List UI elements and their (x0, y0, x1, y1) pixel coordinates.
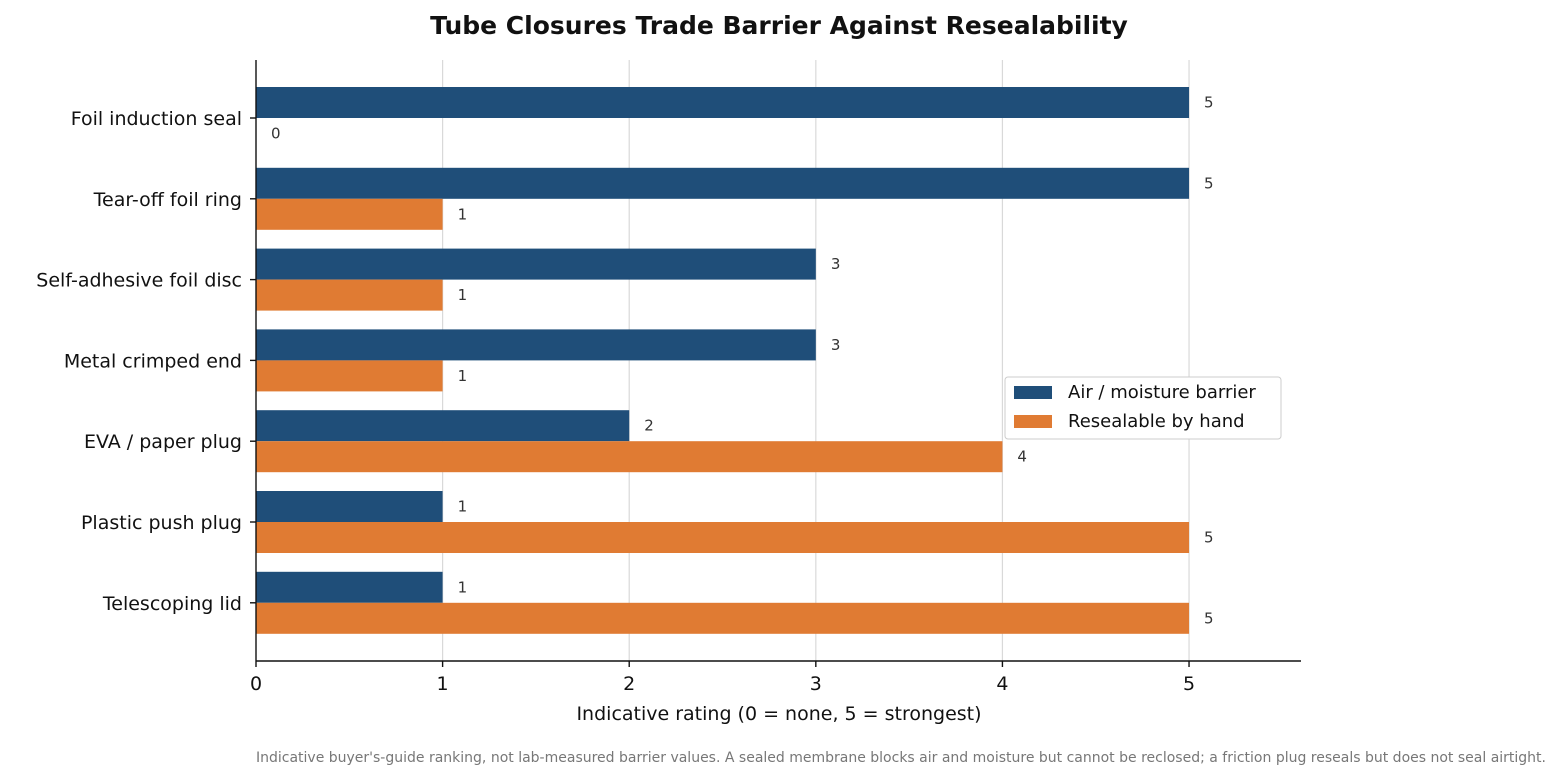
legend-swatch-barrier (1014, 386, 1052, 399)
data-label-resealable: 1 (458, 367, 468, 385)
data-label-resealable: 4 (1017, 448, 1027, 466)
x-axis-label: Indicative rating (0 = none, 5 = stronge… (576, 703, 981, 725)
bar-resealable (256, 441, 1003, 473)
data-label-resealable: 5 (1204, 529, 1214, 547)
legend: Air / moisture barrier Resealable by han… (1004, 376, 1282, 440)
data-label-barrier: 3 (831, 336, 841, 354)
data-label-resealable: 5 (1204, 609, 1214, 627)
data-label-resealable: 1 (458, 205, 468, 223)
x-tick-label: 2 (623, 673, 635, 695)
data-label-barrier: 3 (831, 255, 841, 273)
data-label-barrier: 1 (458, 498, 468, 516)
category-label: Plastic push plug (81, 512, 242, 534)
x-tick-label: 5 (1183, 673, 1195, 695)
bar-barrier (256, 571, 443, 603)
data-label-barrier: 1 (458, 578, 468, 596)
bar-barrier (256, 87, 1190, 118)
category-label: Foil induction seal (71, 108, 242, 130)
footnote: Indicative buyer's-guide ranking, not la… (256, 750, 1546, 766)
y-ticks: Foil induction seal Tear-off foil ring Sel… (36, 108, 256, 615)
bar-resealable (256, 360, 443, 392)
chart-title: Tube Closures Trade Barrier Against Rese… (430, 11, 1128, 40)
category-label: EVA / paper plug (84, 431, 242, 453)
x-tick-label: 4 (996, 673, 1008, 695)
legend-label-resealable: Resealable by hand (1068, 411, 1245, 432)
bar-resealable (256, 198, 443, 230)
data-label-barrier: 5 (1204, 94, 1214, 112)
bar-barrier (256, 248, 816, 280)
data-label-resealable: 1 (458, 286, 468, 304)
category-label: Self-adhesive foil disc (36, 270, 242, 292)
bars (256, 87, 1190, 634)
data-label-barrier: 2 (644, 417, 654, 435)
x-tick-label: 1 (437, 673, 449, 695)
data-label-resealable: 0 (271, 125, 281, 143)
bar-barrier (256, 491, 443, 522)
category-label: Telescoping lid (102, 593, 242, 615)
bar-resealable (256, 279, 443, 311)
bar-barrier (256, 167, 1190, 199)
bar-barrier (256, 329, 816, 361)
bar-resealable (256, 602, 1190, 634)
bar-resealable (256, 522, 1190, 553)
data-label-barrier: 5 (1204, 174, 1214, 192)
gridlines (442, 60, 1190, 661)
legend-box (1004, 376, 1282, 440)
x-tick-label: 3 (810, 673, 822, 695)
category-label: Metal crimped end (64, 350, 242, 372)
data-labels: 5 0 5 1 3 1 3 1 2 4 1 5 1 5 (271, 94, 1214, 628)
x-tick-label: 0 (250, 673, 262, 695)
legend-swatch-resealable (1014, 415, 1052, 428)
legend-label-barrier: Air / moisture barrier (1068, 382, 1256, 403)
bar-barrier (256, 410, 630, 442)
x-ticks: 0 1 2 3 4 5 (250, 661, 1195, 695)
category-label: Tear-off foil ring (93, 189, 242, 211)
